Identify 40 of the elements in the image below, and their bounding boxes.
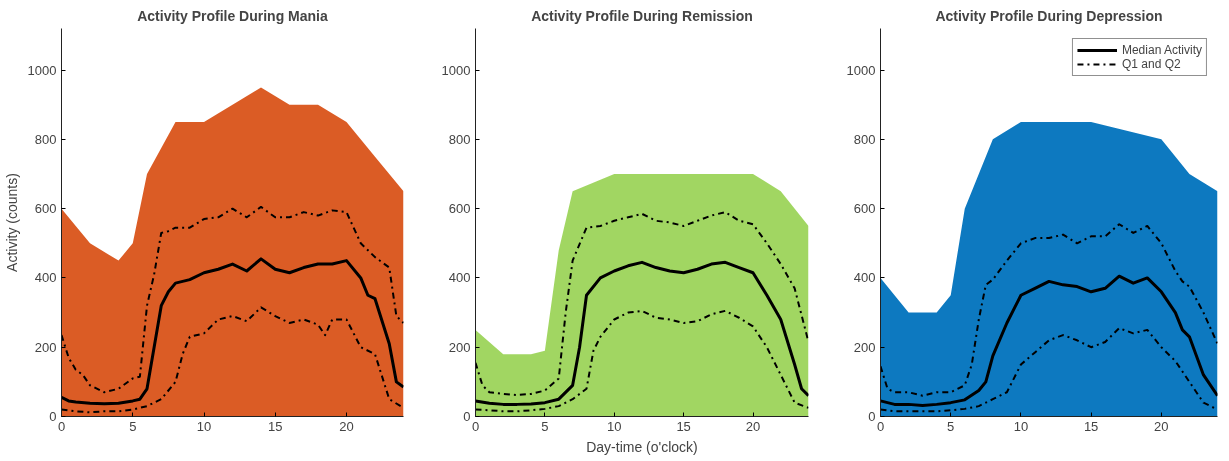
x-tick-label: 15: [676, 418, 691, 434]
y-tick-label: 400: [34, 270, 57, 286]
y-tick-label: 800: [34, 131, 57, 147]
x-tick-label: 5: [129, 418, 137, 434]
y-tick-label: 200: [34, 339, 57, 355]
line-series: [880, 223, 1218, 397]
legend-label: Q1 and Q2: [1121, 57, 1181, 71]
x-tick-label: 10: [196, 418, 212, 434]
y-tick-label: 600: [853, 201, 876, 217]
chart-title: Activity Profile During Mania: [137, 7, 329, 24]
y-tick-label: 1000: [441, 62, 471, 78]
legend-label: Median Activity: [1121, 43, 1202, 57]
x-tick-label: 15: [268, 418, 283, 434]
y-tick-label: 400: [448, 270, 471, 286]
chart-title: Activity Profile During Remission: [531, 7, 753, 24]
y-tick-label: 200: [448, 339, 471, 355]
y-tick-label: 1000: [846, 62, 876, 78]
y-tick-label: 800: [448, 131, 471, 147]
y-tick-label: 200: [853, 339, 876, 355]
x-tick-label: 20: [1154, 418, 1169, 434]
y-tick-label: 800: [853, 131, 876, 147]
line-series: [475, 260, 809, 406]
line-series: [880, 274, 1218, 407]
line-series: [475, 211, 809, 397]
x-tick-label: 15: [1083, 418, 1099, 434]
x-axis-title: Day-time (o'clock): [586, 438, 698, 455]
y-tick-label: 600: [34, 201, 57, 217]
y-tick-label: 400: [853, 270, 876, 286]
x-tick-label: 20: [745, 418, 761, 434]
line-series: [475, 309, 809, 413]
chart-title: Activity Profile During Depression: [935, 7, 1163, 24]
x-tick-label: 20: [339, 418, 354, 434]
x-tick-label: 5: [947, 418, 955, 434]
y-tick-label: 600: [448, 201, 471, 217]
x-tick-label: 5: [541, 418, 549, 434]
x-tick-label: 10: [607, 418, 622, 434]
x-tick-label: 10: [1013, 418, 1029, 434]
line-series: [61, 257, 404, 406]
y-axis-title: Activity (counts): [3, 173, 20, 272]
y-tick-label: 1000: [27, 62, 57, 78]
